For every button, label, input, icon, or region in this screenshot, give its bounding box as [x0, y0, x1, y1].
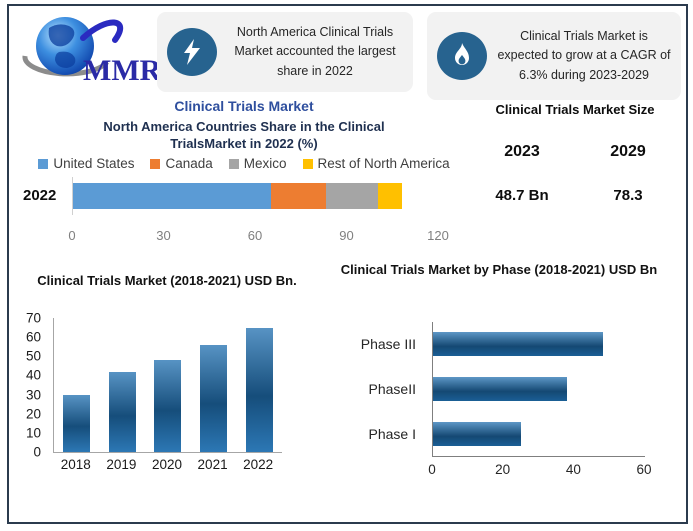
legend-item-rest-of-north-america: Rest of North America	[302, 156, 450, 171]
bar-2019	[108, 371, 136, 452]
legend-label: Mexico	[243, 156, 287, 171]
bar-row-phase-iii	[433, 332, 645, 357]
axis-tick-label: 0	[33, 444, 41, 460]
legend-label: Rest of North America	[317, 156, 450, 171]
category-label: 2022	[243, 457, 274, 472]
callout-text: Clinical Trials Market is expected to gr…	[497, 28, 671, 82]
category-label: PhaseII	[368, 380, 416, 397]
axis-tick-label: 60	[247, 228, 263, 243]
bar-phaseii	[433, 376, 568, 401]
legend-item-united-states: United States	[38, 156, 134, 171]
phase-xaxis: 0 20 40 60	[428, 462, 651, 478]
category-label: 2018	[60, 457, 91, 472]
axis-tick-label: 50	[25, 348, 41, 364]
category-label: Phase III	[360, 336, 416, 353]
category-label: 2021	[197, 457, 228, 472]
market-size-panel: Clinical Trials Market Size 2023 2029 48…	[469, 102, 681, 204]
axis-tick-label: 120	[427, 228, 449, 243]
axis-tick-label: 0	[428, 462, 436, 477]
bar-2021	[200, 344, 228, 452]
axis-tick-label: 40	[565, 462, 581, 477]
legend-label: United States	[53, 156, 135, 171]
bar-cell-2019	[108, 318, 136, 452]
bar-row-phase-i	[433, 421, 645, 446]
market-by-phase-chart: Clinical Trials Market by Phase (2018-20…	[314, 258, 684, 498]
legend-swatch	[228, 158, 239, 169]
axis-tick-label: 70	[25, 310, 41, 326]
legend-swatch	[38, 158, 49, 169]
axis-tick-label: 0	[68, 228, 76, 243]
legend-label: Canada	[165, 156, 213, 171]
bar-cell-2020	[154, 318, 182, 452]
bar-2018	[63, 394, 91, 452]
axis-tick-label: 20	[495, 462, 511, 477]
bar-row-phaseii	[433, 376, 645, 401]
legend-swatch	[302, 158, 313, 169]
bar-phase-i	[433, 421, 522, 446]
axis-tick-label: 60	[636, 462, 652, 477]
share-xaxis: 0 30 60 90 120	[68, 228, 448, 244]
segment-rest-of-north-america	[377, 183, 403, 209]
axis-tick-label: 20	[25, 406, 41, 422]
phase-labels: Phase III PhaseII Phase I	[314, 322, 426, 456]
market-size-year: 2023	[504, 143, 540, 160]
market-size-title: Clinical Trials Market Size	[495, 102, 655, 117]
category-label: 2019	[106, 457, 137, 472]
bar-2022	[245, 327, 273, 452]
phase-rows	[432, 322, 645, 457]
axis-tick-label: 30	[156, 228, 171, 243]
legend-item-canada: Canada	[150, 156, 213, 171]
segment-mexico	[326, 183, 378, 209]
category-label: Phase I	[368, 425, 416, 442]
globe-swoosh-icon	[22, 17, 124, 77]
stacked-bar-plot	[72, 177, 439, 215]
lightning-icon	[167, 28, 217, 76]
market-size-year: 2029	[610, 143, 646, 160]
logo-text: MMR	[83, 54, 157, 87]
share-bar	[73, 183, 439, 209]
section-title: Clinical Trials Market	[174, 98, 314, 114]
legend-item-mexico: Mexico	[228, 156, 287, 171]
axis-tick-label: 90	[339, 228, 354, 243]
callout-largest-share: North America Clinical Trials Market acc…	[157, 12, 413, 92]
axis-tick-label: 40	[25, 367, 41, 383]
category-label: 2020	[151, 457, 182, 472]
segment-united-states	[73, 183, 272, 209]
infographic-frame: MMR North America Clinical Trials Market…	[7, 4, 688, 524]
section-subtitle: North America Countries Share in the Cli…	[103, 119, 385, 151]
bar-cell-2022	[245, 318, 273, 452]
bar-cell-2021	[200, 318, 228, 452]
axis-tick-label: 30	[25, 387, 41, 403]
market-size-value: 78.3	[613, 187, 643, 204]
share-legend: United States Canada Mexico Rest of North A…	[9, 156, 479, 171]
year-bars	[53, 318, 282, 453]
bar-cell-2018	[63, 318, 91, 452]
callout-cagr: Clinical Trials Market is expected to gr…	[427, 12, 681, 100]
market-size-value: 48.7 Bn	[495, 187, 549, 204]
chart-title: Clinical Trials Market (2018-2021) USD B…	[37, 273, 297, 288]
market-by-year-chart: Clinical Trials Market (2018-2021) USD B…	[17, 268, 317, 498]
legend-swatch	[150, 158, 161, 169]
callout-text: North America Clinical Trials Market acc…	[234, 24, 396, 78]
axis-tick-label: 10	[25, 425, 41, 441]
bar-phase-iii	[433, 332, 603, 357]
year-labels: 2018 2019 2020 2021 2022	[53, 457, 281, 472]
flame-icon	[437, 32, 487, 80]
mmr-logo: MMR	[22, 17, 157, 87]
year-yaxis: 0 10 20 30 40 50 60 70	[17, 311, 47, 460]
segment-canada	[271, 183, 327, 209]
axis-tick-label: 60	[25, 329, 41, 345]
stacked-bar-category-label: 2022	[23, 187, 57, 204]
bar-2020	[154, 360, 182, 452]
chart-title: Clinical Trials Market by Phase (2018-20…	[340, 262, 658, 277]
